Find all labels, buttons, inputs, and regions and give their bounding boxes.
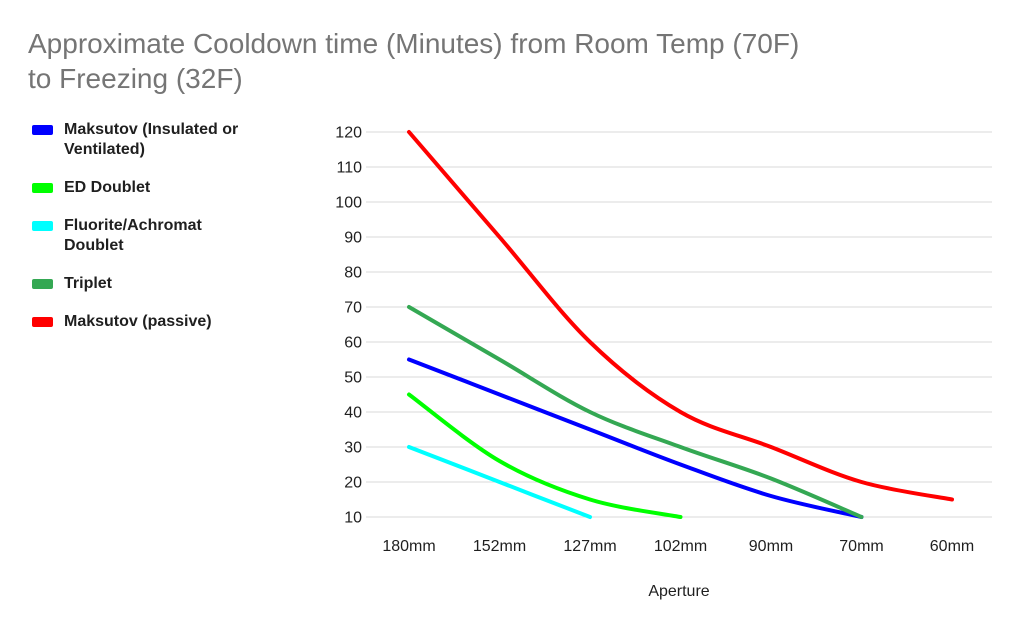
x-tick-label: 60mm — [930, 538, 974, 555]
y-tick-label: 50 — [344, 370, 362, 387]
x-tick-label: 102mm — [654, 538, 707, 555]
legend-label: Triplet — [64, 275, 113, 292]
chart-legend: Maksutov (Insulated or Ventilated) ED Dou… — [32, 120, 262, 350]
legend-swatch-icon — [32, 279, 53, 289]
series-line-4[interactable] — [407, 305, 864, 519]
legend-label: Maksutov (Insulated or Ventilated) — [64, 121, 239, 158]
page-title-line-2: to Freezing (32F) — [28, 63, 243, 94]
legend-swatch-icon — [32, 221, 53, 231]
series-line-3[interactable] — [407, 445, 592, 519]
y-tick-label: 10 — [344, 510, 362, 527]
x-tick-label: 152mm — [473, 538, 526, 555]
y-tick-label: 40 — [344, 405, 362, 422]
y-tick-label: 70 — [344, 300, 362, 317]
legend-item: Maksutov (Insulated or Ventilated) — [32, 120, 262, 160]
y-tick-label: 110 — [336, 160, 362, 177]
series-line-5[interactable] — [407, 130, 954, 502]
legend-label: Fluorite/Achromat Doublet — [64, 217, 202, 254]
series-line-2[interactable] — [407, 392, 683, 519]
legend-label: Maksutov (passive) — [64, 313, 212, 330]
y-tick-label: 20 — [344, 475, 362, 492]
legend-label: ED Doublet — [64, 179, 151, 196]
y-tick-label: 80 — [344, 265, 362, 282]
y-tick-label: 90 — [344, 230, 362, 247]
legend-swatch-icon — [32, 183, 53, 193]
series-line-1[interactable] — [407, 357, 864, 519]
legend-swatch-icon — [32, 317, 53, 327]
y-tick-label: 100 — [335, 195, 362, 212]
x-tick-label: 127mm — [563, 538, 616, 555]
y-tick-label: 120 — [335, 125, 362, 142]
legend-item: Fluorite/Achromat Doublet — [32, 216, 262, 256]
x-axis-title: Aperture — [648, 583, 710, 600]
x-tick-label: 90mm — [749, 538, 793, 555]
legend-item: Maksutov (passive) — [32, 312, 262, 332]
x-tick-label: 180mm — [382, 538, 435, 555]
page-title-line-1: Approximate Cooldown time (Minutes) from… — [28, 28, 800, 59]
legend-swatch-icon — [32, 125, 53, 135]
x-tick-label: 70mm — [839, 538, 883, 555]
legend-item: Triplet — [32, 274, 262, 294]
y-tick-label: 30 — [344, 440, 362, 457]
legend-item: ED Doublet — [32, 178, 262, 198]
page-title: Approximate Cooldown time (Minutes) from… — [28, 26, 988, 96]
y-tick-label: 60 — [344, 335, 362, 352]
